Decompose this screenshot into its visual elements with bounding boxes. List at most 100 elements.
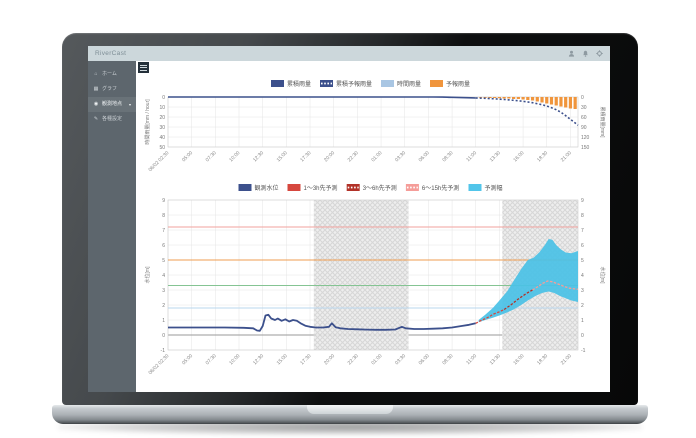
tools-icon: ✎ (93, 116, 99, 122)
legend-item: 観測水位 (238, 184, 279, 192)
svg-text:120: 120 (581, 135, 590, 141)
svg-text:30: 30 (581, 105, 587, 111)
svg-text:-1: -1 (581, 348, 586, 354)
svg-text:06:00: 06:00 (418, 353, 431, 366)
forecast-band (478, 239, 578, 323)
svg-text:22:30: 22:30 (347, 353, 360, 366)
svg-text:150: 150 (581, 145, 590, 151)
legend-item: 予報雨量 (430, 80, 470, 88)
svg-text:30: 30 (159, 125, 165, 131)
legend-item: 累積予報雨量 (320, 80, 372, 88)
legend-item: 6〜15h先予測 (405, 184, 459, 192)
sidebar-item-1[interactable]: ⌂ ホーム (88, 67, 136, 82)
svg-text:08:30: 08:30 (441, 353, 454, 366)
svg-text:時間雨量: 時間雨量 (397, 80, 421, 88)
sidebar-item-4[interactable]: ✎ 各種設定 (88, 112, 136, 127)
app-header: RiverCast (88, 46, 610, 61)
user-icon[interactable] (568, 50, 575, 57)
svg-text:1: 1 (162, 318, 165, 324)
svg-text:16:00: 16:00 (512, 150, 525, 163)
svg-text:累積雨量[mm]: 累積雨量[mm] (599, 106, 606, 138)
svg-text:90: 90 (581, 125, 587, 131)
svg-text:10:00: 10:00 (228, 353, 241, 366)
svg-text:0: 0 (162, 333, 165, 339)
svg-text:3: 3 (581, 288, 584, 294)
svg-text:06/02 02:30: 06/02 02:30 (147, 150, 170, 173)
sidebar-item-3[interactable]: ◉ 観測地点 ▾ (88, 97, 136, 112)
laptop-base (52, 405, 648, 424)
legend-item: 時間雨量 (381, 80, 421, 88)
svg-text:時間雨量[mm / hour]: 時間雨量[mm / hour] (144, 99, 151, 145)
svg-text:17:30: 17:30 (299, 150, 312, 163)
laptop-bezel: RiverCast ⌂ ホーム ▦ グラフ ◉ 観測地点 ▾ (62, 33, 638, 405)
svg-text:01:00: 01:00 (370, 353, 383, 366)
gear-icon[interactable] (596, 50, 603, 57)
svg-text:03:30: 03:30 (394, 353, 407, 366)
chevron-down-icon: ▾ (128, 101, 131, 107)
svg-text:9: 9 (162, 198, 165, 204)
svg-text:4: 4 (162, 273, 165, 279)
svg-text:-1: -1 (161, 348, 166, 354)
bell-icon[interactable] (582, 50, 589, 57)
pin-icon: ◉ (93, 101, 99, 107)
svg-text:20: 20 (159, 115, 165, 121)
legend-item: 予測幅 (468, 184, 503, 192)
svg-text:6: 6 (581, 243, 584, 249)
svg-text:13:30: 13:30 (489, 353, 502, 366)
svg-text:50: 50 (159, 145, 165, 151)
svg-text:4: 4 (581, 273, 584, 279)
legend-item: 累積雨量 (271, 80, 311, 88)
svg-text:40: 40 (159, 135, 165, 141)
svg-text:8: 8 (581, 213, 584, 219)
svg-text:13:30: 13:30 (489, 150, 502, 163)
svg-text:0: 0 (581, 333, 584, 339)
app-title: RiverCast (95, 50, 127, 57)
svg-text:05:00: 05:00 (181, 353, 194, 366)
svg-text:9: 9 (581, 198, 584, 204)
sidebar-item-label: 観測地点 (102, 101, 123, 107)
sidebar-item-label: 各種設定 (102, 116, 123, 122)
svg-text:5: 5 (162, 258, 165, 264)
svg-text:3: 3 (162, 288, 165, 294)
svg-text:予報雨量: 予報雨量 (446, 80, 470, 88)
svg-text:11:00: 11:00 (465, 150, 478, 163)
svg-text:06:00: 06:00 (418, 150, 431, 163)
svg-text:0: 0 (581, 95, 584, 101)
svg-text:20:00: 20:00 (323, 353, 336, 366)
home-icon: ⌂ (94, 71, 98, 77)
svg-text:22:30: 22:30 (347, 150, 360, 163)
svg-text:水位[m]: 水位[m] (144, 266, 151, 284)
app-window: RiverCast ⌂ ホーム ▦ グラフ ◉ 観測地点 ▾ (88, 46, 610, 392)
laptop-notch (307, 405, 393, 414)
svg-text:18:30: 18:30 (536, 150, 549, 163)
svg-text:2: 2 (581, 303, 584, 309)
graph-icon: ▦ (93, 86, 99, 92)
svg-text:3〜6h先予測: 3〜6h先予測 (363, 184, 397, 192)
svg-text:15:00: 15:00 (276, 150, 289, 163)
svg-text:累積雨量: 累積雨量 (287, 80, 311, 88)
svg-text:11:00: 11:00 (465, 353, 478, 366)
legend-item: 1〜3h先予測 (287, 184, 338, 192)
svg-text:10:00: 10:00 (228, 150, 241, 163)
svg-text:7: 7 (162, 228, 165, 234)
svg-text:水位[m]: 水位[m] (599, 267, 606, 285)
legend-item: 3〜6h先予測 (346, 184, 397, 192)
svg-text:6: 6 (162, 243, 165, 249)
svg-text:累積予報雨量: 累積予報雨量 (336, 80, 372, 88)
svg-text:07:30: 07:30 (205, 150, 218, 163)
svg-text:15:00: 15:00 (276, 353, 289, 366)
water-level-chart: 06/02 02:30 05:00 07:30 10:00 12:30 15:00 17:3… (144, 184, 606, 376)
svg-text:03:30: 03:30 (394, 150, 407, 163)
svg-text:21:00: 21:00 (560, 353, 573, 366)
menu-toggle-button[interactable] (138, 62, 149, 73)
svg-text:01:00: 01:00 (370, 150, 383, 163)
svg-text:0: 0 (162, 95, 165, 101)
svg-text:21:00: 21:00 (560, 150, 573, 163)
svg-text:1〜3h先予測: 1〜3h先予測 (304, 184, 338, 192)
sidebar-item-2[interactable]: ▦ グラフ (88, 82, 136, 97)
svg-text:1: 1 (581, 318, 584, 324)
sidebar-item-label: ホーム (102, 71, 117, 77)
svg-text:60: 60 (581, 115, 587, 121)
svg-text:5: 5 (581, 258, 584, 264)
